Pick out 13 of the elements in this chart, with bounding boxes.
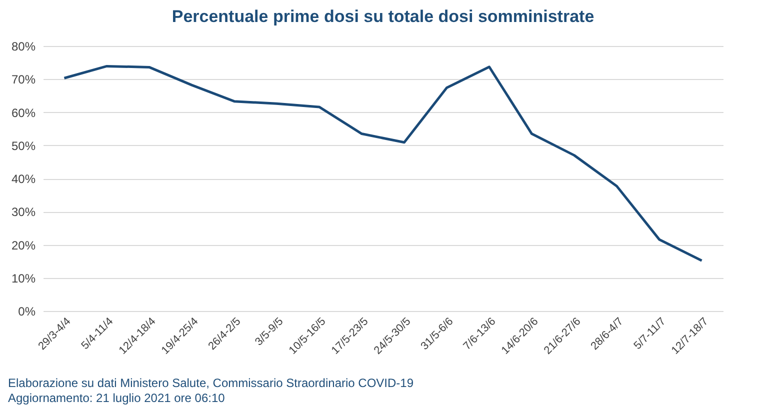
text: Elaborazione su dati Ministero Salute, Commissario Straordinario COVID-19 [8,376,414,391]
y-tick-label: 50% [11,138,36,153]
line-series [63,64,703,262]
y-tick-label: 0% [18,304,36,318]
y-tick-label: 70% [11,72,36,87]
chart-title: Percentuale prime dosi su totale dosi somministrate [172,7,594,26]
y-tick-label: 60% [11,106,36,120]
text: Aggiornamento: 21 luglio 2021 ore 06:10 [8,391,226,406]
y-tick-label: 20% [11,238,36,252]
y-tick-label: 30% [11,205,36,220]
y-tick-label: 80% [11,40,36,54]
y-tick-label: 40% [11,172,36,186]
y-tick-label: 10% [11,271,36,286]
